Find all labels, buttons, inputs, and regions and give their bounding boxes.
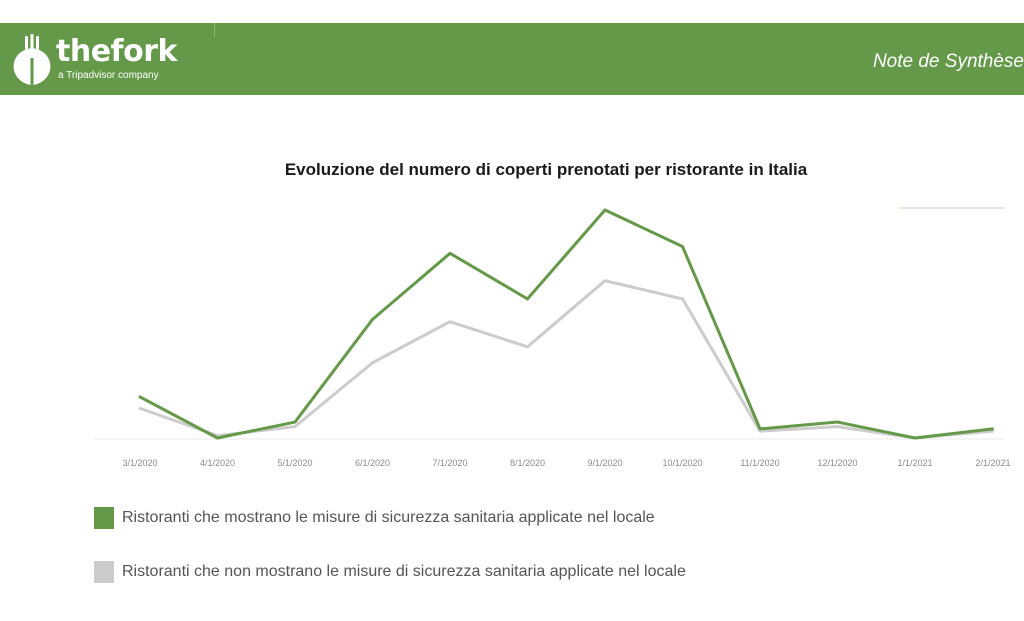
- legend-label-with-measures: Ristoranti che mostrano le misure di sic…: [122, 509, 655, 526]
- thefork-logo[interactable]: thefork a Tripadvisor company: [6, 29, 191, 89]
- x-tick-label: 1/1/2021: [897, 458, 932, 468]
- header-banner: thefork a Tripadvisor company Note de Sy…: [0, 23, 1024, 95]
- x-tick-label: 10/1/2020: [662, 458, 702, 468]
- x-tick-label: 6/1/2020: [355, 458, 390, 468]
- line-chart: 3/1/2020 4/1/2020 5/1/2020 6/1/2020 7/1/2020…: [94, 207, 1011, 468]
- x-tick-label: 3/1/2020: [122, 458, 157, 468]
- legend-swatch-green: [94, 507, 114, 529]
- chart-title: Evoluzione del numero di coperti prenota…: [284, 160, 808, 179]
- x-tick-label: 2/1/2021: [976, 458, 1011, 468]
- x-tick-label: 12/1/2020: [817, 458, 857, 468]
- x-tick-label: 4/1/2020: [200, 458, 235, 468]
- x-tick-label: 7/1/2020: [432, 458, 467, 468]
- brand-name: thefork: [56, 34, 177, 69]
- series-line-without-measures: [138, 279, 994, 440]
- x-tick-label: 5/1/2020: [277, 458, 312, 468]
- x-tick-label: 9/1/2020: [587, 458, 622, 468]
- document-title: Note de Synthèse: [872, 51, 1024, 72]
- header-divider: [214, 23, 215, 37]
- x-tick-label: 8/1/2020: [510, 458, 545, 468]
- legend-label-without-measures: Ristoranti che non mostrano le misure di…: [122, 563, 686, 580]
- fork-leaf-icon: [13, 34, 51, 85]
- series-line-with-measures: [138, 208, 994, 440]
- legend-swatch-gray: [94, 561, 114, 583]
- x-tick-label: 11/1/2020: [740, 458, 779, 468]
- brand-tagline: a Tripadvisor company: [58, 70, 159, 81]
